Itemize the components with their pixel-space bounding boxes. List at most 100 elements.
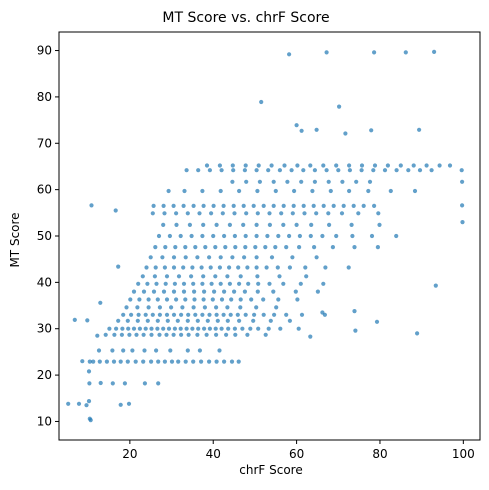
data-point: [145, 281, 150, 286]
data-point: [178, 326, 183, 331]
data-point: [246, 281, 251, 286]
data-point: [151, 203, 156, 208]
data-point: [256, 326, 261, 331]
data-point: [285, 179, 290, 184]
data-point: [157, 305, 162, 310]
data-point: [218, 188, 223, 194]
data-point: [166, 188, 171, 194]
data-point: [361, 203, 366, 208]
data-point: [287, 318, 292, 323]
data-point: [281, 222, 286, 227]
x-tick-label: 20: [122, 447, 137, 461]
data-point: [277, 274, 282, 279]
data-point: [171, 203, 176, 208]
data-point: [141, 359, 146, 364]
y-tick-label: 30: [37, 322, 52, 336]
data-point: [161, 289, 167, 294]
data-point: [130, 348, 135, 353]
points-layer: [66, 49, 465, 423]
data-point: [207, 255, 212, 260]
data-point: [95, 333, 100, 338]
data-point: [98, 380, 103, 386]
data-point: [276, 297, 281, 302]
data-point: [359, 168, 364, 173]
x-tick-label: 80: [372, 447, 387, 461]
data-point: [205, 318, 210, 323]
data-point: [433, 283, 438, 288]
data-point: [201, 274, 206, 279]
data-point: [162, 265, 167, 270]
y-tick-label: 20: [37, 368, 52, 382]
data-point: [155, 318, 160, 323]
data-point: [72, 317, 77, 322]
data-point: [200, 188, 205, 194]
data-point: [204, 163, 210, 168]
data-point: [228, 312, 233, 317]
data-point: [202, 305, 207, 310]
data-point: [227, 222, 232, 227]
data-point: [372, 163, 378, 168]
data-point: [201, 222, 206, 227]
data-point: [308, 233, 313, 239]
data-point: [166, 326, 172, 331]
data-point: [200, 233, 205, 239]
data-point: [274, 305, 279, 310]
data-point: [126, 401, 132, 406]
data-point: [207, 168, 212, 173]
data-point: [326, 179, 331, 184]
data-point: [268, 318, 273, 323]
data-point: [225, 318, 230, 323]
data-point: [155, 297, 160, 302]
y-tick-label: 90: [37, 44, 52, 58]
data-point: [356, 211, 361, 216]
data-point: [199, 359, 204, 364]
data-point: [375, 245, 380, 250]
data-point: [167, 233, 172, 239]
data-point: [157, 312, 162, 317]
data-point: [273, 188, 278, 194]
data-point: [113, 208, 118, 213]
data-point: [103, 332, 108, 337]
data-point: [243, 245, 248, 250]
data-point: [116, 264, 121, 269]
data-point: [214, 305, 219, 310]
data-point: [334, 163, 339, 168]
data-point: [110, 348, 115, 353]
data-point: [217, 163, 222, 168]
data-point: [89, 203, 94, 208]
data-point: [76, 401, 82, 406]
data-point: [287, 265, 292, 270]
data-point: [254, 222, 259, 227]
data-point: [352, 245, 357, 250]
data-point: [254, 305, 259, 310]
data-point: [133, 359, 138, 364]
plot-frame: [58, 31, 481, 441]
data-point: [126, 326, 131, 331]
data-point: [412, 188, 418, 194]
data-point: [202, 289, 207, 294]
data-point: [193, 312, 198, 317]
data-point: [182, 188, 187, 194]
data-point: [336, 168, 341, 173]
data-point: [190, 265, 195, 270]
data-point: [231, 168, 236, 173]
data-point: [296, 326, 301, 331]
data-point: [164, 274, 170, 279]
y-tick-label: 70: [37, 136, 52, 150]
data-point: [209, 211, 214, 216]
x-axis-ticks: 20 40 60 80 100: [122, 440, 475, 461]
data-point: [217, 348, 222, 353]
data-point: [290, 255, 295, 260]
data-point: [351, 203, 356, 208]
data-point: [231, 203, 236, 208]
data-point: [267, 211, 272, 216]
data-point: [281, 203, 286, 208]
data-point: [403, 50, 408, 55]
data-point: [372, 203, 377, 208]
data-point: [382, 168, 388, 173]
data-point: [183, 255, 188, 260]
data-point: [149, 326, 154, 331]
data-point: [190, 326, 195, 331]
data-point: [136, 281, 141, 286]
data-point: [255, 188, 260, 194]
